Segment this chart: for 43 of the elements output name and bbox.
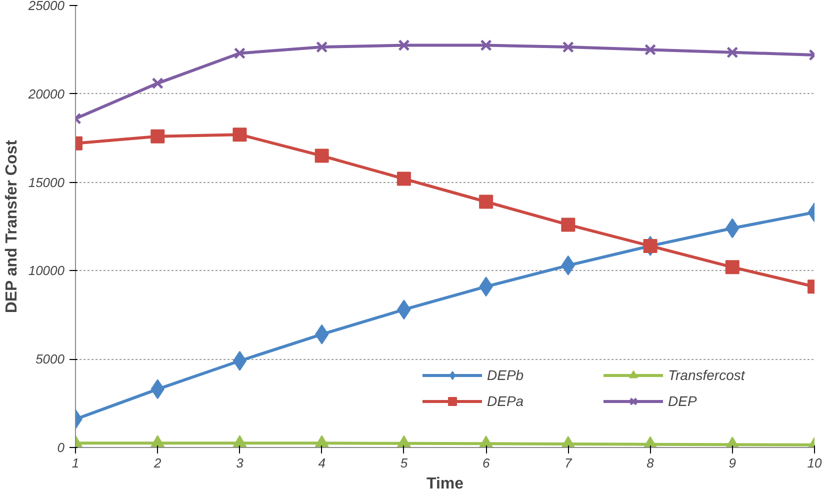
point [396, 435, 411, 448]
x-tick-label: 2 [152, 456, 162, 470]
y-tick-label: 20000 [27, 86, 66, 102]
point [232, 350, 247, 371]
point [479, 194, 494, 209]
point [726, 46, 738, 58]
x-tick-label: 4 [318, 456, 326, 470]
x-tick-label: 10 [807, 456, 822, 470]
point [561, 218, 576, 232]
point [232, 128, 247, 142]
point [150, 129, 165, 144]
x-tick-label: 5 [400, 456, 408, 470]
x-tick-label: 1 [72, 456, 80, 470]
x-tick-label: 8 [646, 456, 655, 470]
x-tick-label: 9 [728, 456, 736, 470]
legend-label: Transfercost [668, 367, 746, 383]
point [480, 39, 492, 52]
y-tick-label: 10000 [28, 263, 66, 278]
y-tick-label: 5000 [36, 352, 66, 367]
point [150, 435, 165, 448]
point [314, 435, 329, 448]
point [725, 260, 740, 274]
y-axis-title: DEP and Transfer Cost [3, 139, 20, 314]
legend-label: DEPa [487, 393, 525, 409]
point [644, 44, 656, 56]
y-tick-label: 0 [57, 440, 66, 455]
point [396, 172, 411, 186]
x-tick-label: 7 [564, 456, 573, 470]
legend-label: DEPb [487, 367, 525, 383]
point [562, 41, 574, 53]
point [314, 148, 329, 163]
x-axis-title: Time [426, 476, 464, 492]
point [234, 47, 246, 60]
x-tick-label: 3 [236, 456, 244, 470]
point [152, 77, 164, 90]
point [316, 41, 328, 53]
point [398, 39, 410, 52]
point [643, 238, 658, 253]
x-tick-label: 6 [482, 456, 490, 470]
legend-label: DEP [668, 393, 698, 409]
point [232, 435, 247, 448]
y-tick-label: 15000 [28, 174, 66, 190]
y-tick-label: 25000 [27, 0, 66, 13]
